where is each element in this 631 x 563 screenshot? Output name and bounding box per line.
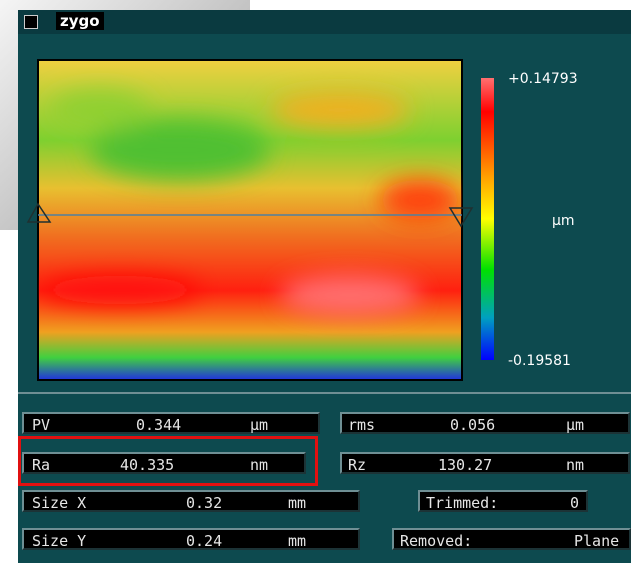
result-label: Trimmed: [426, 494, 498, 512]
colorbar-unit: µm [552, 213, 575, 229]
result-unit: µm [566, 416, 584, 434]
result-field: Trimmed: 0 [418, 490, 588, 512]
result-unit: mm [288, 494, 306, 512]
result-value: 0.24 [186, 532, 222, 550]
result-label: Size X [32, 494, 86, 512]
result-field: Rz 130.27 nm [340, 452, 630, 474]
result-field: Size X 0.32 mm [22, 490, 360, 512]
result-unit: nm [566, 456, 584, 474]
result-value: 0.056 [450, 416, 495, 434]
surface-map [0, 0, 631, 400]
result-field: rms 0.056 µm [340, 412, 630, 434]
page: zygo +0.14793 µm -0.19581 PV0.344µmrms0.… [0, 0, 631, 563]
result-label: PV [32, 416, 50, 434]
result-value: 130.27 [438, 456, 492, 474]
result-unit: µm [250, 416, 268, 434]
result-field: Size Y 0.24 mm [22, 528, 360, 550]
result-label: Rz [348, 456, 366, 474]
result-label: Removed: [400, 532, 472, 550]
result-value: Plane [574, 532, 619, 550]
result-label: Size Y [32, 532, 86, 550]
colorbar-min: -0.19581 [508, 353, 571, 369]
result-field: Removed: Plane [392, 528, 631, 550]
result-label: rms [348, 416, 375, 434]
result-unit: mm [288, 532, 306, 550]
colorbar-max: +0.14793 [508, 71, 578, 87]
result-value: 0 [570, 494, 579, 512]
result-field: PV 0.344 µm [22, 412, 320, 434]
result-value: 0.32 [186, 494, 222, 512]
result-value: 0.344 [136, 416, 181, 434]
highlight-box [18, 436, 318, 486]
